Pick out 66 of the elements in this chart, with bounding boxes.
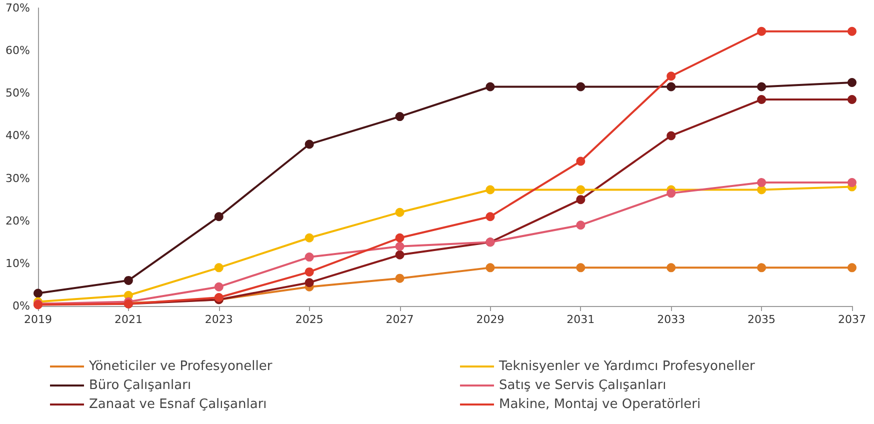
point [395, 242, 404, 251]
point [848, 263, 856, 272]
x-tick-label: 2037 [838, 313, 866, 326]
y-tick-label: 50% [6, 86, 30, 100]
y-tick-label: 10% [6, 256, 30, 270]
point [848, 26, 856, 36]
point [848, 95, 856, 104]
x-tick-label: 2033 [657, 313, 686, 326]
point [576, 156, 586, 166]
point [576, 220, 586, 230]
legend-label: Teknisyenler ve Yardımcı Profesyoneller [498, 359, 756, 374]
point [304, 278, 314, 288]
point [666, 188, 676, 198]
y-tick-label: 20% [6, 214, 30, 228]
point [486, 185, 495, 194]
y-tick-label: 70% [6, 2, 30, 14]
point [395, 208, 404, 217]
point [304, 140, 314, 149]
point [757, 263, 766, 272]
point [304, 267, 314, 276]
point [124, 276, 133, 285]
point [576, 185, 586, 194]
point [576, 195, 586, 204]
point [757, 178, 766, 188]
point [576, 263, 586, 272]
point [666, 72, 676, 81]
x-tick-label: 2027 [386, 313, 414, 326]
legend-label: Yöneticiler ve Profesyoneller [88, 359, 273, 374]
point [304, 252, 314, 262]
point [757, 82, 766, 92]
x-tick-label: 2023 [204, 313, 233, 326]
point [757, 95, 766, 104]
point [576, 82, 586, 92]
point [848, 178, 856, 188]
legend-label: Büro Çalışanları [89, 378, 192, 393]
x-tick-label: 2019 [24, 313, 52, 326]
point [214, 263, 224, 272]
x-tick-label: 2021 [114, 313, 142, 326]
point [666, 263, 676, 272]
y-tick-label: 40% [6, 129, 30, 142]
point [304, 233, 314, 242]
point [486, 212, 495, 222]
point [214, 282, 224, 292]
point [395, 112, 404, 122]
legend-label: Satış ve Servis Çalışanları [499, 378, 666, 393]
x-tick-label: 2029 [476, 313, 504, 326]
legend-label: Zanaat ve Esnaf Çalışanları [89, 397, 267, 412]
point [34, 288, 42, 298]
point [486, 263, 495, 272]
y-tick-label: 0% [12, 300, 30, 312]
point [666, 82, 676, 92]
y-tick-label: 60% [6, 44, 30, 58]
point [214, 212, 224, 222]
point [395, 250, 404, 260]
x-tick-label: 2025 [295, 313, 324, 326]
x-tick-label: 2031 [566, 313, 595, 326]
x-tick-label: 2035 [748, 313, 776, 326]
point [848, 78, 856, 87]
point [395, 233, 404, 242]
point [486, 82, 495, 92]
y-tick-label: 30% [6, 172, 30, 185]
point [757, 26, 766, 36]
point [395, 274, 404, 283]
point [666, 131, 676, 140]
legend-label: Makine, Montaj ve Operatörleri [499, 397, 701, 412]
point [214, 292, 224, 302]
